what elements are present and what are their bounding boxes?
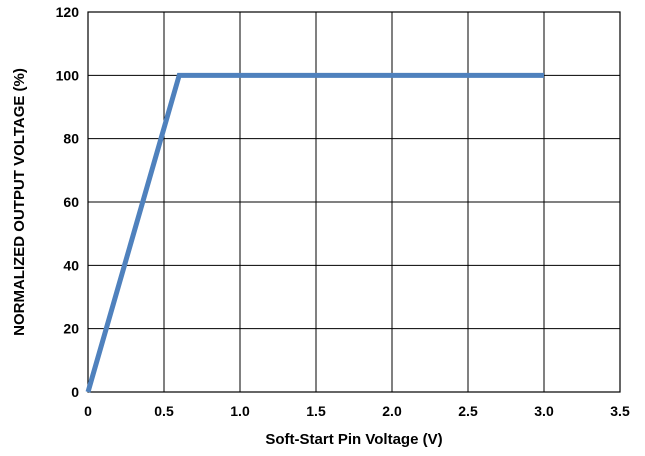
y-axis-title: NORMALIZED OUTPUT VOLTAGE (%) <box>11 68 28 336</box>
plot-frame <box>87 11 621 393</box>
x-tick-label: 2.0 <box>382 403 402 419</box>
y-tick-label: 0 <box>71 384 79 400</box>
grid <box>87 11 621 393</box>
y-tick-label: 100 <box>56 67 80 83</box>
x-tick-label: 1.0 <box>230 403 250 419</box>
series-line-0 <box>85 72 544 393</box>
x-tick-label: 0 <box>84 403 92 419</box>
x-axis-title: Soft-Start Pin Voltage (V) <box>265 431 442 448</box>
y-tick-label: 80 <box>63 131 79 147</box>
x-axis-ticks: 0 0.5 1.0 1.5 2.0 2.5 3.0 3.5 <box>84 403 630 419</box>
y-tick-label: 60 <box>63 194 79 210</box>
y-tick-label: 20 <box>63 321 79 337</box>
y-axis-ticks: 0 20 40 60 80 100 120 <box>56 4 80 400</box>
series-layer <box>85 72 544 393</box>
x-tick-label: 1.5 <box>306 403 326 419</box>
x-tick-label: 2.5 <box>458 403 478 419</box>
x-tick-label: 3.5 <box>610 403 630 419</box>
x-tick-label: 3.0 <box>534 403 554 419</box>
x-tick-label: 0.5 <box>154 403 174 419</box>
y-tick-label: 120 <box>56 4 80 20</box>
y-tick-label: 40 <box>63 257 79 273</box>
